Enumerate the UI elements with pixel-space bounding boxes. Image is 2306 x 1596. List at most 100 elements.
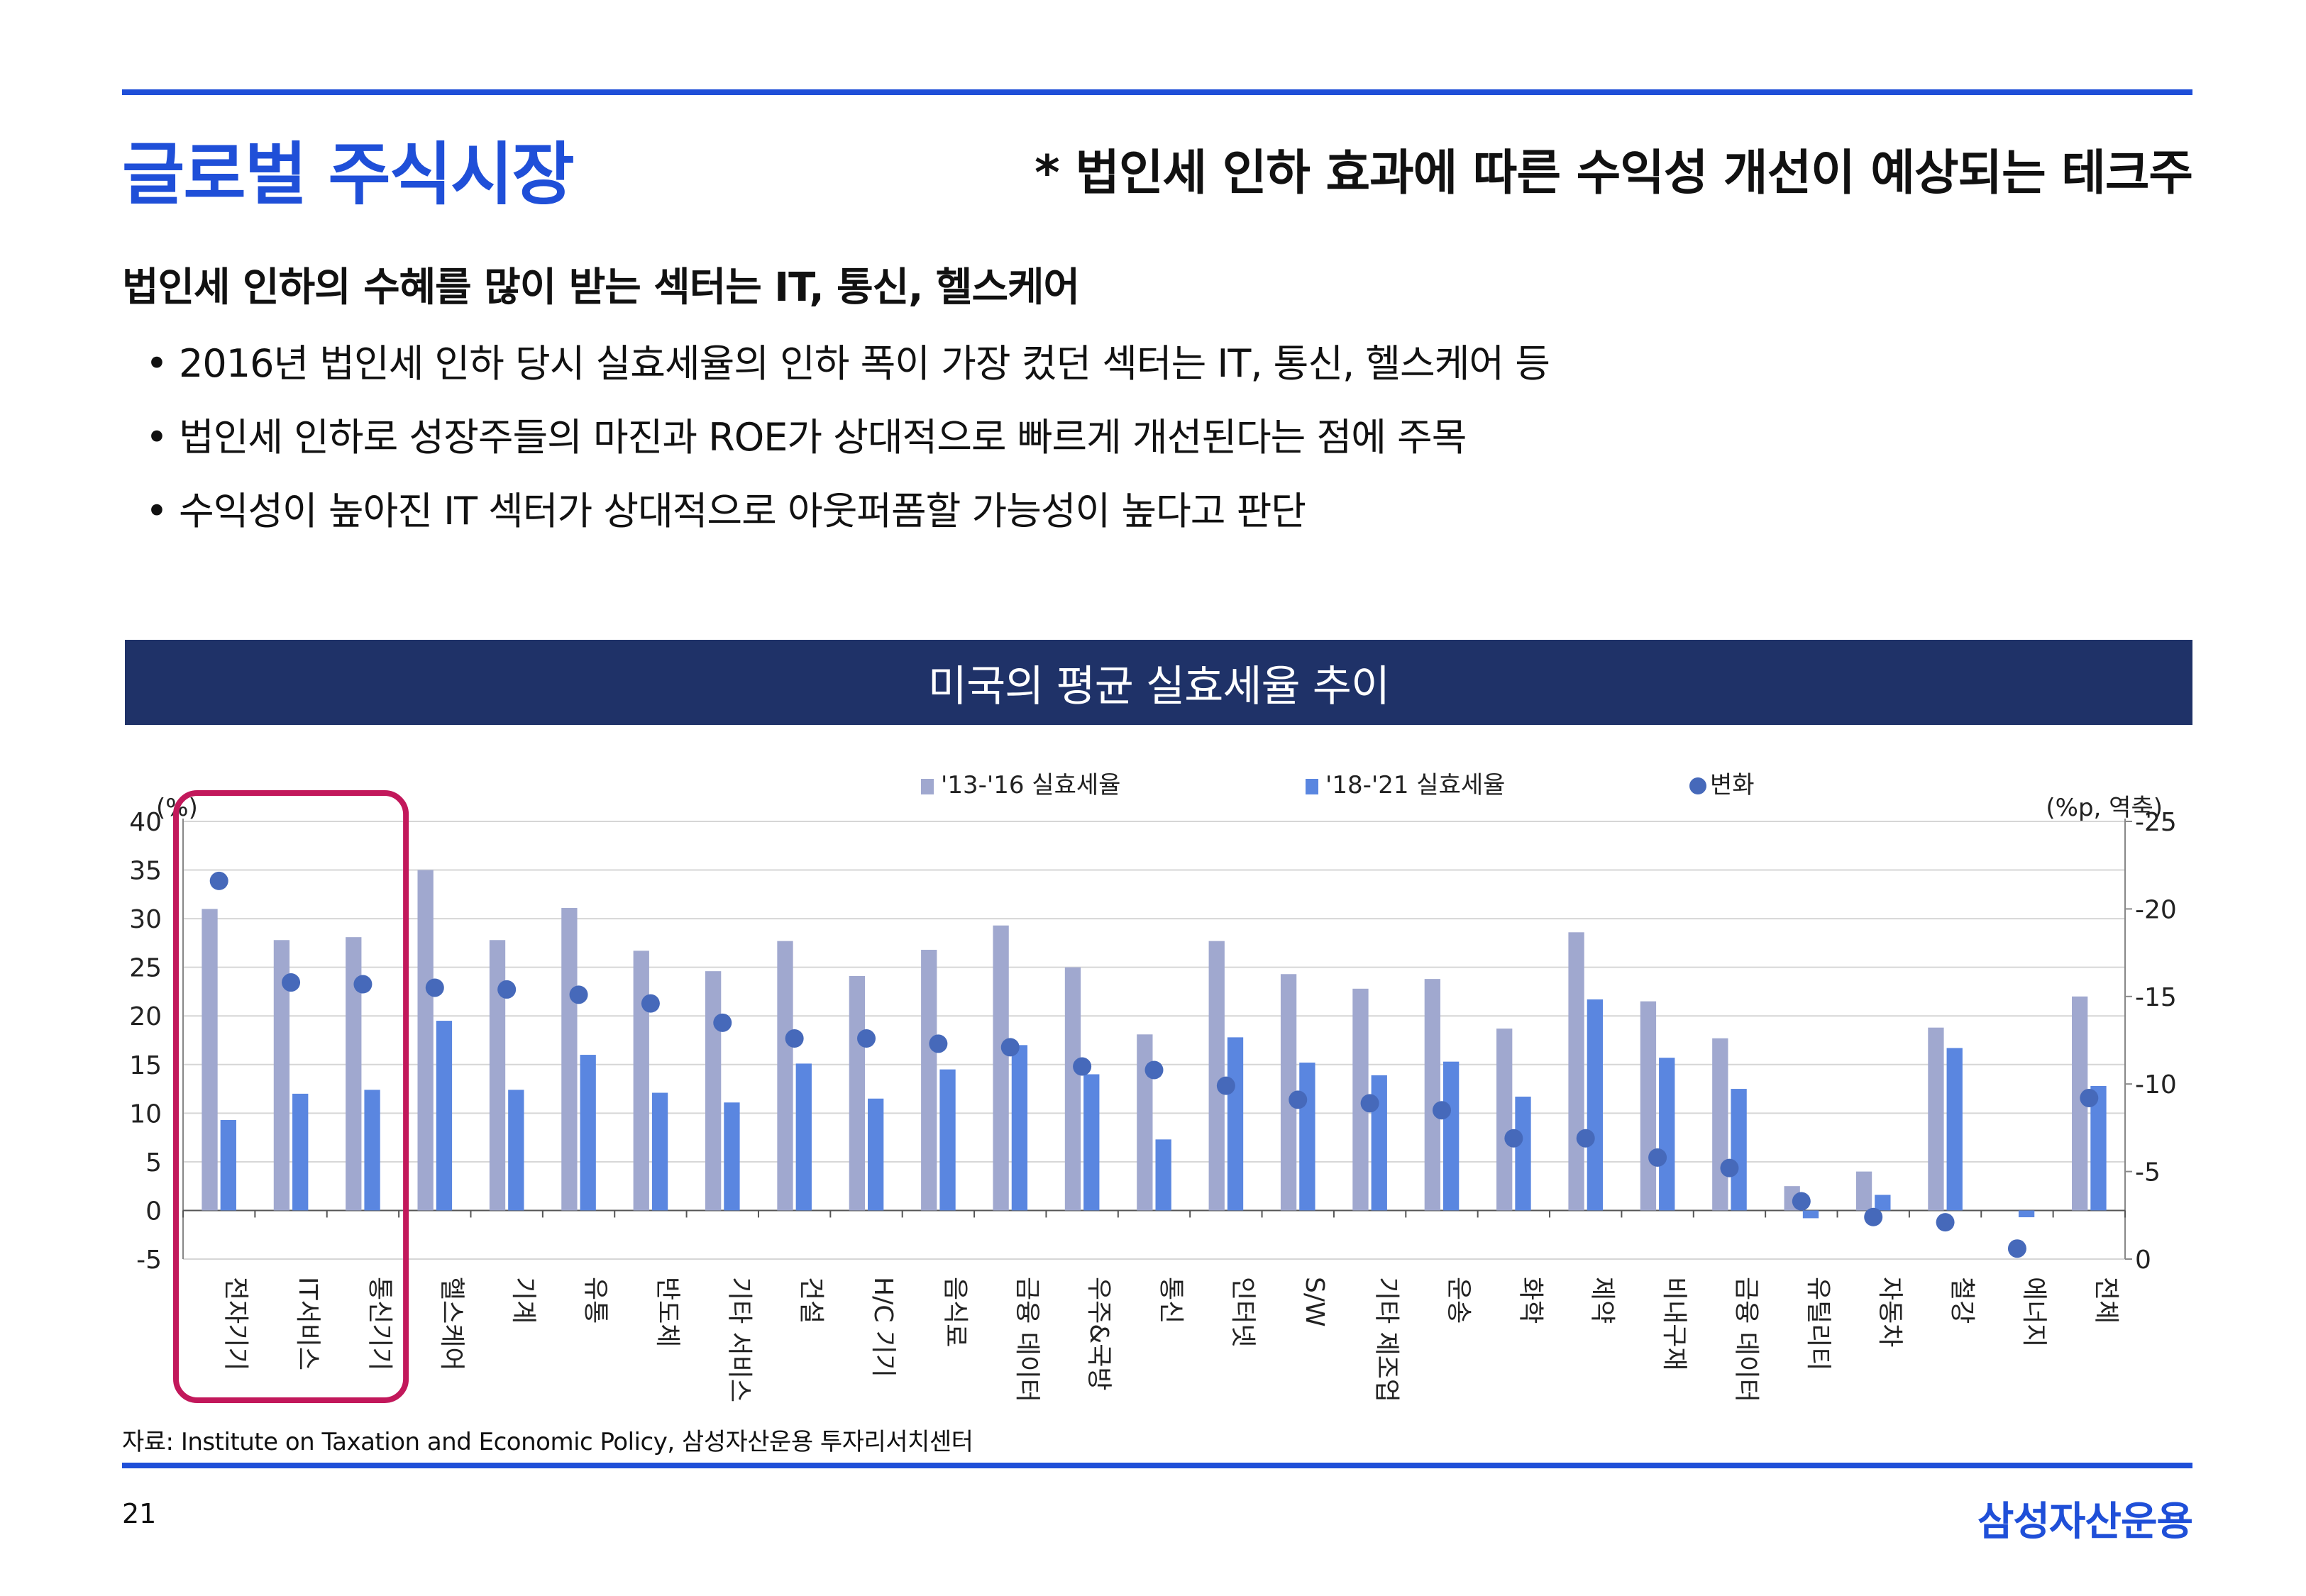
y-right-tick-label: -20: [2135, 895, 2177, 924]
y-left-tick-label: 40: [129, 808, 162, 837]
category-label: 통신: [1157, 1277, 1186, 1324]
y-right-tick-label: -5: [2135, 1158, 2161, 1187]
bar-series-2: [1227, 1037, 1244, 1211]
y-right-tick-label: 0: [2135, 1246, 2151, 1275]
y-left-tick-label: 10: [129, 1099, 162, 1129]
bar-series-2: [1011, 1045, 1028, 1211]
bar-series-1: [849, 976, 866, 1211]
bar-series-1: [1352, 988, 1369, 1211]
bullet-item: • 법인세 인하로 성장주들의 마진과 ROE가 상대적으로 빠르게 개선된다는…: [145, 415, 1467, 460]
bar-series-2: [1659, 1058, 1675, 1211]
change-dot: [929, 1034, 948, 1053]
bar-series-1: [273, 940, 290, 1211]
category-label: S/W: [1300, 1277, 1329, 1327]
top-divider: [122, 89, 2192, 95]
y-left-tick-label: 0: [145, 1197, 162, 1226]
bar-series-2: [508, 1090, 524, 1211]
change-dot: [2007, 1239, 2026, 1258]
bar-series-2: [1875, 1195, 1891, 1211]
change-dot: [1216, 1076, 1235, 1095]
category-label: 기타 서비스: [724, 1277, 754, 1402]
bar-series-1: [705, 971, 722, 1211]
bar-series-1: [1496, 1029, 1513, 1211]
section-heading: 법인세 인하의 수혜를 많이 받는 섹터는 IT, 통신, 헬스케어: [122, 265, 1080, 311]
bar-series-2: [868, 1098, 884, 1211]
bar-series-2: [2090, 1085, 2107, 1211]
category-label: 기타 제조업: [1372, 1277, 1401, 1402]
category-label: 금융 데이터: [1013, 1277, 1042, 1402]
category-label: 통신기기: [365, 1277, 394, 1370]
bar-series-1: [921, 949, 937, 1211]
y-right-axis-label: (%p, 역축): [2046, 794, 2163, 822]
bar-series-2: [436, 1021, 453, 1211]
change-dot: [569, 985, 588, 1004]
bar-series-1: [633, 951, 649, 1211]
change-dot: [1864, 1207, 1883, 1226]
bottom-divider: [122, 1463, 2192, 1468]
y-left-tick-label: 15: [129, 1051, 162, 1080]
bar-series-1: [1568, 932, 1584, 1211]
category-label: 음식료: [940, 1277, 969, 1347]
source-note: 자료: Institute on Taxation and Economic P…: [122, 1428, 973, 1456]
change-dot: [1144, 1060, 1164, 1080]
change-dot: [1432, 1101, 1451, 1120]
change-dot: [1073, 1057, 1092, 1076]
bar-series-1: [1640, 1001, 1657, 1211]
bar-series-1: [1424, 979, 1440, 1211]
bar-series-2: [939, 1069, 956, 1211]
change-dot: [209, 871, 228, 890]
category-label: 헬스케어: [437, 1277, 466, 1370]
legend-label-series-3: 변화: [1710, 771, 1755, 799]
category-label: 자동차: [1875, 1277, 1904, 1347]
chart-banner: 미국의 평균 실효세율 추이: [125, 640, 2192, 725]
change-dot: [353, 975, 373, 994]
category-label: 비내구재: [1660, 1277, 1689, 1370]
change-dot: [1720, 1158, 1739, 1177]
change-dot: [1936, 1213, 1955, 1232]
change-dot: [1289, 1090, 1308, 1109]
bar-series-2: [220, 1119, 236, 1211]
bar-series-1: [1280, 974, 1297, 1211]
y-left-tick-label: 25: [129, 954, 162, 983]
legend-swatch-series-2: [1306, 779, 1318, 794]
change-dot: [641, 994, 660, 1013]
bar-series-1: [202, 909, 218, 1211]
change-dot: [1648, 1148, 1667, 1167]
change-dot: [497, 980, 517, 999]
bar-series-1: [1712, 1038, 1728, 1211]
category-label: 금융 데이터: [1731, 1277, 1760, 1402]
bar-series-1: [777, 941, 793, 1211]
bar-series-2: [1946, 1048, 1963, 1211]
bar-series-1: [1208, 941, 1225, 1211]
change-dot: [282, 973, 301, 992]
change-dot: [1504, 1129, 1523, 1148]
bullet-item: • 2016년 법인세 인하 당시 실효세율의 인하 폭이 가장 컸던 섹터는 …: [145, 341, 1550, 386]
y-left-tick-label: 30: [129, 905, 162, 934]
bar-series-2: [1802, 1210, 1819, 1219]
y-right-tick-label: -25: [2135, 808, 2177, 837]
bar-series-1: [489, 940, 506, 1211]
y-left-tick-label: -5: [136, 1246, 162, 1275]
y-right-tick-label: -15: [2135, 983, 2177, 1012]
change-dot: [2080, 1088, 2099, 1107]
y-left-tick-label: 5: [145, 1148, 162, 1177]
bar-series-2: [580, 1055, 596, 1211]
y-left-tick-label: 35: [129, 857, 162, 886]
bar-series-1: [1137, 1034, 1153, 1211]
bar-series-2: [1299, 1063, 1315, 1211]
change-dot: [713, 1013, 732, 1032]
category-label: 유틸리티: [1804, 1277, 1833, 1370]
page-title: 글로벌 주식시장: [122, 135, 575, 214]
change-dot: [857, 1029, 876, 1048]
category-label: IT서비스: [293, 1277, 322, 1370]
category-label: H/C 기기: [868, 1277, 898, 1378]
category-label: 전자기기: [221, 1277, 250, 1370]
category-label: 인터넷: [1228, 1277, 1257, 1347]
y-right-tick-label: -10: [2135, 1070, 2177, 1099]
category-label: 제약: [1588, 1277, 1617, 1324]
bullet-item: • 수익성이 높아진 IT 섹터가 상대적으로 아웃퍼폼할 가능성이 높다고 판…: [145, 489, 1306, 533]
page-subtitle: * 법인세 인하 효과에 따른 수익성 개선이 예상되는 테크주: [1035, 145, 2193, 201]
change-dot: [1576, 1129, 1595, 1148]
bar-series-2: [1155, 1139, 1171, 1211]
